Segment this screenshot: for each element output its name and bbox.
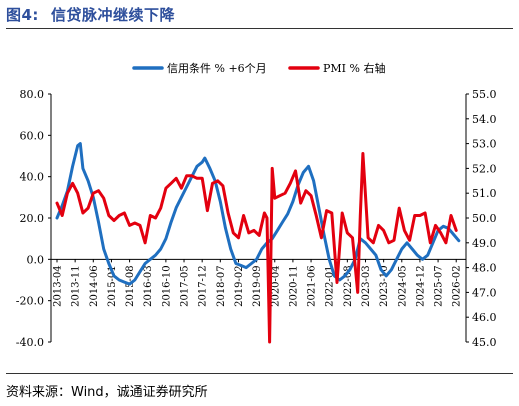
legend-label-pmi: PMI % 右轴 [323,61,385,75]
right-tick-label: 46.0 [472,311,497,324]
left-tick-label: 40.0 [20,171,45,184]
figure-title-text: 信贷脉冲继续下降 [50,6,175,24]
title-rule [6,28,513,29]
x-tick-label: 2015-08 [125,265,136,307]
source-note: 资料来源：Wind，诚通证券研究所 [6,385,208,400]
x-tick-label: 2022-01 [325,265,336,307]
right-tick-label: 54.0 [472,113,497,126]
x-tick-label: 2015-01 [107,265,118,307]
x-tick-label: 2014-06 [89,265,100,307]
right-tick-label: 52.0 [472,162,497,175]
x-tick-label: 2025-07 [434,265,445,307]
right-tick-label: 45.0 [472,336,497,349]
x-tick-label: 2018-07 [216,265,227,307]
series-line-credit [55,142,461,286]
left-tick-label: 80.0 [20,88,45,101]
x-tick-label: 2024-05 [397,265,408,307]
x-tick-label: 2019-09 [252,265,263,307]
x-tick-label: 2023-03 [361,265,372,307]
line-chart: 80.0 60.0 40.0 20.0 0.0 -20.0 -40.0 55.0 54.0 53.… [16,61,497,349]
x-tick-label: 2020-04 [270,265,281,307]
x-tick-label: 2024-12 [415,265,426,307]
x-tick-label: 2017-12 [198,265,209,307]
x-tick-label: 2016-03 [143,265,154,307]
right-tick-label: 47.0 [472,286,497,299]
right-tick-label: 49.0 [472,237,497,250]
right-tick-label: 53.0 [472,138,497,151]
x-tick-label: 2019-02 [234,265,245,307]
x-tick-label: 2017-05 [180,265,191,307]
left-tick-label: -20.0 [16,295,44,308]
left-tick-label: 20.0 [20,212,45,225]
series-line-pmi [55,152,458,344]
right-tick-label: 50.0 [472,212,497,225]
source-rule [6,373,513,374]
right-tick-label: 48.0 [472,262,497,275]
x-tick-label: 2021-06 [307,265,318,307]
x-tick-label: 2016-10 [161,265,172,307]
left-tick-label: -40.0 [16,336,44,349]
figure-title: 图4: 信贷脉冲继续下降 [6,4,175,25]
figure-number: 图4: [6,6,39,24]
x-tick-label: 2013-11 [71,265,82,307]
x-tick-label: 2026-02 [452,265,463,307]
legend-label-credit: 信用条件 % +6个月 [167,61,267,75]
x-tick-label: 2020-11 [288,265,299,307]
right-tick-label: 51.0 [472,187,497,200]
right-tick-label: 55.0 [472,88,497,101]
x-tick-label: 2023-10 [379,265,390,307]
left-tick-label: 60.0 [20,129,45,142]
left-tick-label: 0.0 [27,253,45,266]
x-tick-label: 2022-08 [343,265,354,307]
x-tick-label: 2013-04 [53,265,64,307]
